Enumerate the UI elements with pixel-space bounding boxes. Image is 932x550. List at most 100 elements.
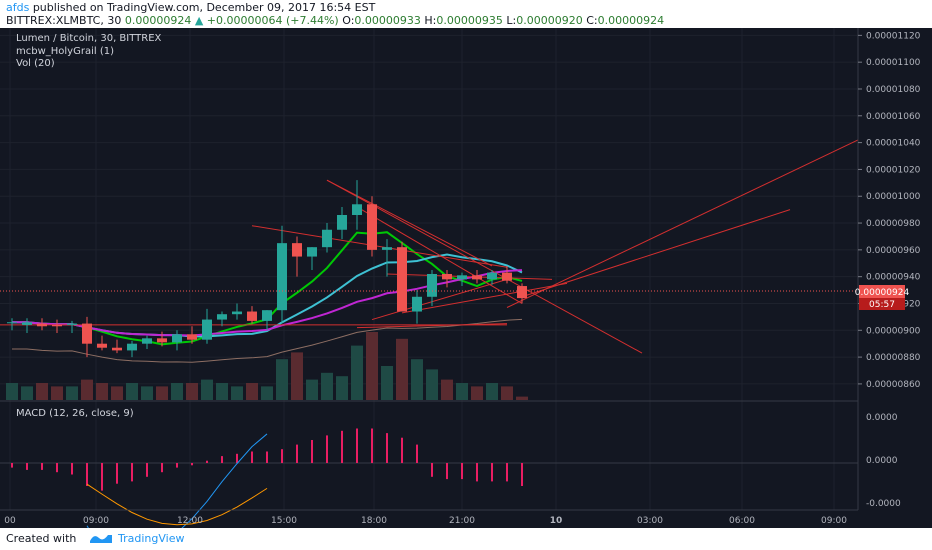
low-label: L: (506, 14, 517, 27)
trendline[interactable] (386, 273, 553, 280)
volume-bars (6, 332, 528, 400)
candle-body (217, 314, 227, 320)
price-tick-label: 0.00001020 (866, 165, 921, 175)
time-tick-label: 15:00 (271, 516, 297, 526)
time-tick-label: 10 (550, 516, 563, 526)
trendline[interactable] (521, 209, 791, 298)
trendline[interactable] (356, 323, 508, 329)
volume-bar (81, 379, 93, 400)
price-tick-label: 0.00001100 (866, 58, 921, 68)
trendline[interactable] (506, 139, 859, 308)
price-tick-label: 0.00001040 (866, 139, 921, 149)
footer: Created with TradingView (0, 528, 932, 550)
candle-body (97, 343, 107, 348)
price-tick-label: 0.00000880 (866, 353, 921, 363)
candle-body (487, 272, 497, 280)
last-price: 0.00000924 (124, 14, 192, 27)
volume-bar (276, 359, 288, 400)
candle-body (142, 338, 152, 344)
candles (7, 180, 527, 358)
volume-bar (201, 379, 213, 400)
author-link[interactable]: afds (6, 1, 30, 14)
candle-body (397, 247, 407, 312)
volume-bar (231, 386, 243, 400)
macd-axis: 0.0000 0.0000 -0.0000 (866, 413, 901, 509)
trendline[interactable] (326, 179, 643, 354)
symbol-name: BITTREX:XLMBTC, 30 (6, 14, 122, 27)
volume-bar (36, 383, 48, 400)
volume-bar (171, 383, 183, 400)
candle-body (322, 229, 332, 248)
volume-bar (66, 386, 78, 400)
open-value: 0.00000933 (354, 14, 421, 27)
candle-body (517, 286, 527, 299)
last-price-tag-label: 0.00000924 (855, 288, 910, 298)
volume-bar (6, 383, 18, 400)
trendline[interactable] (326, 179, 493, 267)
time-tick-label: 12:00 (177, 516, 203, 526)
volume-bar (111, 386, 123, 400)
macd-tick-label: 0.0000 (866, 456, 898, 466)
candle-body (157, 338, 167, 343)
macd-pane (0, 428, 858, 528)
publish-info: published on TradingView.com, December 0… (32, 1, 376, 14)
volume-bar (411, 359, 423, 400)
legend-macd: MACD (12, 26, close, 9) (16, 408, 134, 419)
candle-body (127, 343, 137, 351)
countdown-label: 05:57 (869, 300, 895, 310)
volume-bar (501, 386, 513, 400)
legend-volume: Vol (20) (16, 58, 55, 69)
macd-line (86, 433, 268, 528)
candle-body (172, 334, 182, 343)
volume-bar (291, 352, 303, 400)
trendline[interactable] (356, 206, 523, 304)
candle-body (292, 243, 302, 257)
candle-body (262, 310, 272, 321)
high-label: H: (424, 14, 437, 27)
volume-bar (156, 386, 168, 400)
candle-body (67, 323, 77, 325)
volume-bar (306, 379, 318, 400)
close-value: 0.00000924 (597, 14, 665, 27)
tradingview-logo-icon[interactable] (88, 531, 114, 545)
volume-bar (126, 383, 138, 400)
candle-body (352, 204, 362, 215)
publish-line: afds published on TradingView.com, Decem… (6, 1, 375, 14)
price-tick-label: 0.00001120 (866, 31, 921, 41)
trendlines[interactable] (0, 139, 859, 354)
candle-body (442, 273, 452, 280)
time-tick-label: 03:00 (637, 516, 663, 526)
open-label: O: (342, 14, 355, 27)
price-tick-label: 0.00001000 (866, 192, 921, 202)
candle-body (472, 275, 482, 280)
trendline[interactable] (371, 278, 508, 321)
candle-body (232, 311, 242, 315)
candle-body (382, 247, 392, 250)
volume-bar (516, 396, 528, 400)
volume-bar (336, 376, 348, 400)
up-arrow-icon: ▲ (194, 14, 204, 27)
price-change: +0.00000064 (+7.44%) (206, 14, 339, 27)
time-axis[interactable]: 00 09:00 12:00 15:00 18:00 21:00 10 03:00 06:00 0… (4, 516, 847, 526)
chart-area[interactable]: 0.00001120 0.00001100 0.00001080 0.00001060… (0, 28, 932, 528)
price-tick-label: 0.00000860 (866, 380, 921, 390)
volume-bar (456, 383, 468, 400)
volume-bar (426, 369, 438, 400)
low-value: 0.00000920 (516, 14, 583, 27)
volume-bar (216, 383, 228, 400)
grid (0, 28, 858, 510)
price-tick-label: 0.00000940 (866, 273, 921, 283)
price-tick-label: 0.00001060 (866, 112, 921, 122)
ma-brown-line (12, 318, 523, 363)
trendline[interactable] (401, 282, 568, 314)
symbol-line: BITTREX:XLMBTC, 30 0.00000924 ▲ +0.00000… (6, 14, 664, 27)
time-tick-label: 06:00 (729, 516, 755, 526)
volume-bar (381, 366, 393, 400)
volume-bar (21, 386, 33, 400)
price-axis[interactable]: 0.00001120 0.00001100 0.00001080 0.00001060… (858, 31, 921, 390)
tradingview-brand[interactable]: TradingView (118, 532, 185, 545)
macd-signal-line (86, 483, 268, 526)
time-tick-label: 09:00 (83, 516, 109, 526)
trendline[interactable] (251, 225, 508, 268)
volume-bar (471, 386, 483, 400)
